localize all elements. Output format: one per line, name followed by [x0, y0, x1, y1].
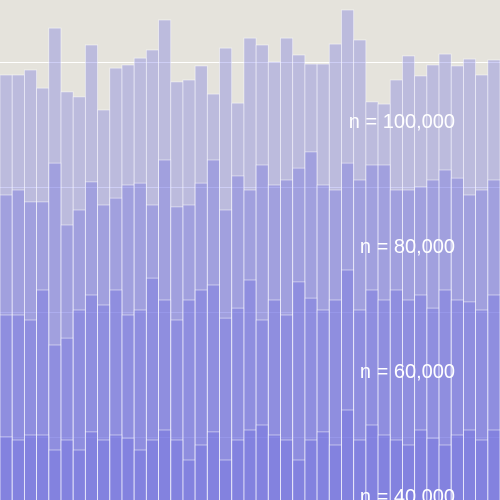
- bar: [97, 439, 111, 500]
- bar: [182, 459, 196, 500]
- bar: [463, 429, 477, 500]
- bar: [84, 431, 98, 500]
- bar: [304, 439, 318, 500]
- bar: [231, 439, 245, 500]
- series-label: n = 100,000: [349, 111, 455, 133]
- bar: [194, 444, 208, 500]
- bar: [36, 434, 50, 500]
- bar: [48, 449, 62, 500]
- bar: [60, 439, 74, 500]
- bar: [280, 439, 294, 500]
- bar: [121, 437, 135, 500]
- bar: [292, 459, 306, 500]
- bar: [487, 429, 500, 500]
- bar: [109, 434, 123, 500]
- series-label: n = 60,000: [360, 361, 455, 383]
- bar: [316, 431, 330, 500]
- bar: [328, 444, 342, 500]
- bar: [219, 459, 233, 500]
- series-label: n = 80,000: [360, 236, 455, 258]
- series-label: n = 40,000: [360, 486, 455, 500]
- bar: [145, 439, 159, 500]
- bar: [170, 439, 184, 500]
- bar: [72, 449, 86, 500]
- bar: [11, 439, 25, 500]
- bar: [341, 409, 355, 500]
- bar: [158, 429, 172, 500]
- bar: [23, 434, 37, 500]
- bar: [0, 436, 13, 500]
- bar: [206, 431, 220, 500]
- bar: [243, 429, 257, 500]
- bar: [475, 439, 489, 500]
- bar: [255, 424, 269, 500]
- bar: [267, 434, 281, 500]
- bar: [133, 449, 147, 500]
